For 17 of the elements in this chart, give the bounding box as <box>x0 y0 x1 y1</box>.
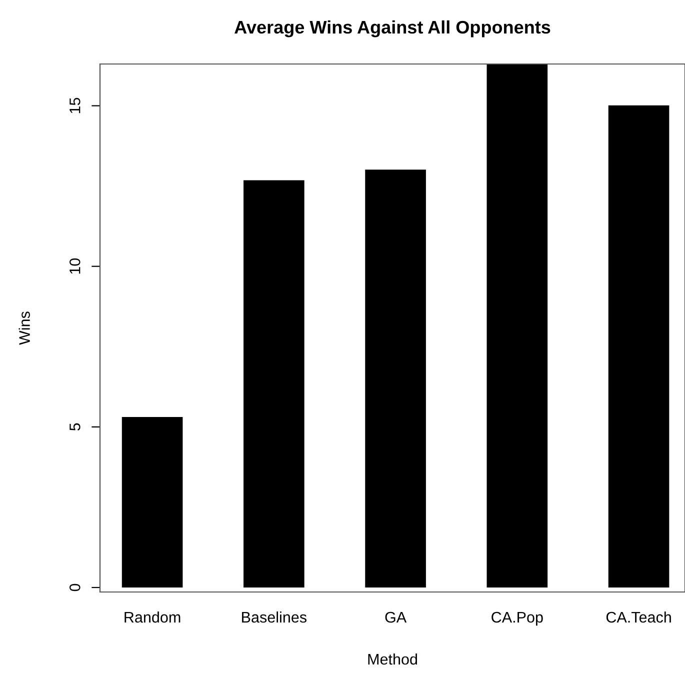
bar <box>365 170 426 588</box>
y-tick-label: 15 <box>70 98 80 114</box>
x-tick-label: Baselines <box>242 611 306 623</box>
x-tick-label: GA <box>385 612 407 623</box>
y-axis-title: Wins <box>18 312 30 345</box>
y-tick-label: 0 <box>69 584 80 592</box>
bar <box>122 416 183 588</box>
chart-title: Average Wins Against All Opponents <box>234 20 550 38</box>
y-tick-label: 10 <box>69 258 80 274</box>
x-axis-title: Method <box>368 653 417 665</box>
x-tick-label: CA.Pop <box>492 612 543 626</box>
x-tick-label: Random <box>124 611 180 623</box>
bar <box>486 64 548 588</box>
x-tick-label: CA.Teach <box>606 611 671 623</box>
bar <box>608 105 670 588</box>
y-tick-label: 5 <box>70 423 80 431</box>
bar <box>244 180 304 588</box>
